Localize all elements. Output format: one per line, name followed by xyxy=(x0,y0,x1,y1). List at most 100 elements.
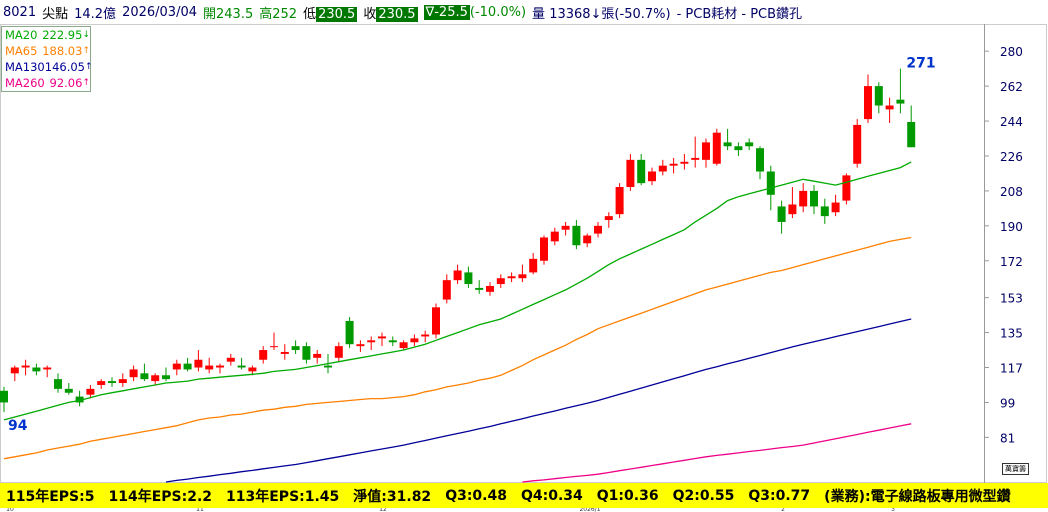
legend-entry: MA260 92.06 ↑ xyxy=(2,75,90,91)
candle-body xyxy=(885,105,894,110)
legend-value: 222.95 xyxy=(42,28,83,42)
candle-body xyxy=(259,350,268,360)
candle-body xyxy=(496,278,505,285)
candle-body xyxy=(378,336,386,339)
legend: MA20 222.95 ↓ MA65 188.03 ↑ MA130 146.05 ↑ MA260 9… xyxy=(1,26,93,92)
candle-body xyxy=(205,365,214,370)
candle-body xyxy=(540,237,548,261)
candle-body xyxy=(162,375,170,380)
candle-body xyxy=(442,280,451,300)
y-tick-label: 117 xyxy=(1000,362,1023,376)
candle-body xyxy=(572,225,581,246)
volume-label: 量 xyxy=(532,6,546,22)
candle-body xyxy=(86,388,95,395)
candle-body xyxy=(853,124,862,164)
footer-item: Q2:0.55 xyxy=(672,487,735,504)
candle-body xyxy=(324,365,332,368)
y-tick-label: 244 xyxy=(1000,115,1023,129)
candle-body xyxy=(129,369,138,378)
y-tick-label: 190 xyxy=(1000,220,1023,234)
candle-body xyxy=(799,190,808,207)
y-tick-label: 226 xyxy=(1000,150,1023,164)
candle-body xyxy=(583,235,592,244)
candle-body xyxy=(896,99,905,104)
low: 230.5 xyxy=(316,6,358,22)
y-tick-label: 208 xyxy=(1000,185,1023,199)
x-tick-label: 3 xyxy=(891,506,895,512)
candle-body xyxy=(550,231,559,242)
candle-body xyxy=(270,346,278,348)
y-tick-label: 99 xyxy=(1000,396,1015,410)
candle-body xyxy=(702,142,710,160)
footer-item: 115年EPS:5 xyxy=(6,488,95,505)
candle-body xyxy=(691,157,700,160)
candle-body xyxy=(97,381,106,385)
footer-item: 114年EPS:2.2 xyxy=(108,488,213,505)
date: 2026/03/04 xyxy=(122,4,197,20)
candle-body xyxy=(421,334,430,337)
candle-body xyxy=(75,396,84,403)
candle-body xyxy=(658,165,667,172)
volume: 13368↓張(-50.7%) xyxy=(549,6,671,22)
footer-item: Q1:0.36 xyxy=(596,487,659,504)
candle-body xyxy=(756,148,764,172)
ma-line xyxy=(3,236,912,460)
candle-body xyxy=(669,163,678,166)
candle-body xyxy=(529,258,538,273)
close-label: 收 xyxy=(363,6,377,22)
candle-body xyxy=(291,346,300,351)
candle-body xyxy=(745,142,754,147)
candle-body xyxy=(874,86,883,106)
candle-body xyxy=(21,365,30,368)
candle-body xyxy=(615,187,624,215)
close: 230.5 xyxy=(376,6,418,22)
candle-body xyxy=(637,159,646,184)
y-tick-label: 280 xyxy=(1000,45,1023,59)
candle-body xyxy=(723,142,732,147)
legend-entry: MA65 188.03 ↑ xyxy=(2,43,90,59)
change: ∇-25.5 xyxy=(423,4,470,20)
legend-entry: MA20 222.95 ↓ xyxy=(2,27,90,43)
candle-body xyxy=(410,338,419,343)
candle-body xyxy=(680,161,689,164)
plot-frame xyxy=(0,24,1047,483)
candle-body xyxy=(594,225,602,234)
open: 243.5 xyxy=(216,6,254,22)
candle-body xyxy=(345,320,354,345)
ma-line xyxy=(165,318,912,483)
candle-body xyxy=(777,206,786,222)
candle-body xyxy=(313,353,322,358)
candle-body xyxy=(43,367,52,370)
x-tick-label: 11 xyxy=(196,506,204,512)
x-tick-label: 2026/1 xyxy=(579,506,600,512)
candle-body xyxy=(194,359,203,368)
candle-body xyxy=(648,171,656,182)
cap: 14.2億 xyxy=(74,6,117,22)
legend-value: 146.05 xyxy=(44,60,85,74)
candle-body xyxy=(604,216,613,221)
candle-body xyxy=(810,190,818,207)
y-tick-label: 262 xyxy=(1000,80,1023,94)
candle-body xyxy=(140,373,149,380)
footer-item: (業務):電子線路板專用微型鑽 xyxy=(824,488,1011,505)
candle-body xyxy=(907,122,916,148)
x-tick-label: 2 xyxy=(781,506,785,512)
legend-trend: ↑ xyxy=(85,62,93,72)
candle-body xyxy=(399,342,408,349)
footer-item: 淨值:31.82 xyxy=(353,488,432,505)
legend-name: MA130 xyxy=(5,60,45,74)
high-annotation: 271 xyxy=(906,56,935,72)
legend-entry: MA130 146.05 ↑ xyxy=(2,59,93,75)
candle-body xyxy=(626,159,635,188)
candle-body xyxy=(486,285,494,292)
legend-value: 188.03 xyxy=(42,44,83,58)
candle-body xyxy=(464,272,473,285)
candle-body xyxy=(766,171,775,195)
legend-trend: ↓ xyxy=(82,30,90,40)
high: 252 xyxy=(272,6,298,22)
ma-line xyxy=(3,161,912,421)
candle-body xyxy=(108,381,116,384)
candle-body xyxy=(248,367,257,372)
legend-name: MA65 xyxy=(5,44,38,58)
